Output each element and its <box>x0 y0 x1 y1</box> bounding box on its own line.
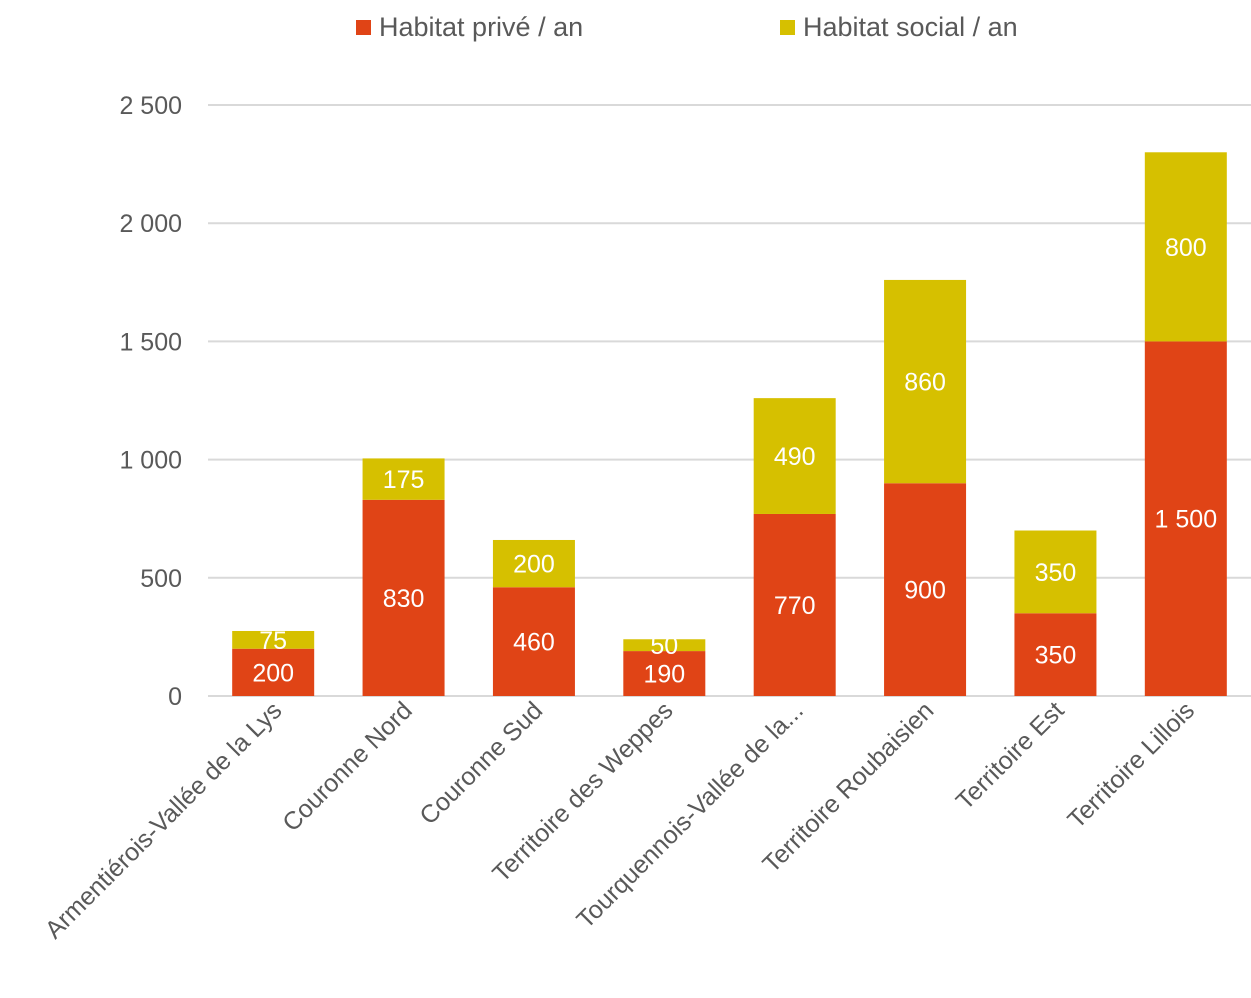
x-tick-label: Territoire Est <box>951 696 1070 815</box>
data-label: 900 <box>904 577 946 605</box>
bar-segment <box>362 458 445 500</box>
y-tick-label: 2 500 <box>119 92 182 120</box>
bar-segment <box>753 513 836 696</box>
bar-segment <box>884 279 967 484</box>
x-tick-label: Couronne Nord <box>277 696 418 837</box>
bar-segment <box>362 499 445 696</box>
data-label: 800 <box>1165 234 1207 262</box>
chart-legend: Habitat privé / an Habitat social / an <box>0 12 1251 46</box>
bar-segment <box>1144 341 1227 696</box>
bar-segment <box>623 651 706 696</box>
legend-swatch-habitat-social <box>780 20 795 35</box>
data-label: 490 <box>774 443 816 471</box>
bar-segment <box>884 483 967 696</box>
legend-item-habitat-prive: Habitat privé / an <box>356 12 583 43</box>
legend-label-habitat-prive: Habitat privé / an <box>379 12 584 42</box>
data-label: 190 <box>643 661 685 689</box>
bar-segment <box>232 648 315 696</box>
bar-segment <box>232 630 315 649</box>
y-tick-label: 2 000 <box>119 210 182 238</box>
y-tick-label: 500 <box>140 565 182 593</box>
data-label: 830 <box>383 585 425 613</box>
data-label: 200 <box>513 551 555 579</box>
legend-item-habitat-social: Habitat social / an <box>780 12 1018 43</box>
data-label: 1 500 <box>1155 506 1218 534</box>
y-tick-label: 1 000 <box>119 447 182 475</box>
bar-segment <box>492 539 575 588</box>
y-tick-label: 0 <box>168 683 182 711</box>
bar-segment <box>623 639 706 652</box>
bar-segment <box>1014 613 1097 696</box>
data-label: 350 <box>1035 559 1077 587</box>
bar-segment <box>1144 152 1227 342</box>
data-label: 770 <box>774 592 816 620</box>
x-tick-label: Territoire Lillois <box>1062 696 1200 834</box>
legend-label-habitat-social: Habitat social / an <box>803 12 1018 42</box>
x-tick-label: Couronne Sud <box>414 696 548 830</box>
x-tick-label: Armentiérois-Vallée de la Lys <box>40 696 288 944</box>
y-tick-label: 1 500 <box>119 328 182 356</box>
data-label: 460 <box>513 629 555 657</box>
legend-swatch-habitat-prive <box>356 20 371 35</box>
data-label: 75 <box>259 627 287 655</box>
bar-segment <box>753 398 836 514</box>
data-label: 175 <box>383 466 425 494</box>
data-label: 350 <box>1035 642 1077 670</box>
data-label: 50 <box>650 632 678 660</box>
data-label: 860 <box>904 369 946 397</box>
bar-segment <box>492 587 575 696</box>
data-label: 200 <box>252 659 294 687</box>
x-tick-label: Tourquennois-Vallée de la... <box>571 696 809 934</box>
bar-segment <box>1014 530 1097 614</box>
